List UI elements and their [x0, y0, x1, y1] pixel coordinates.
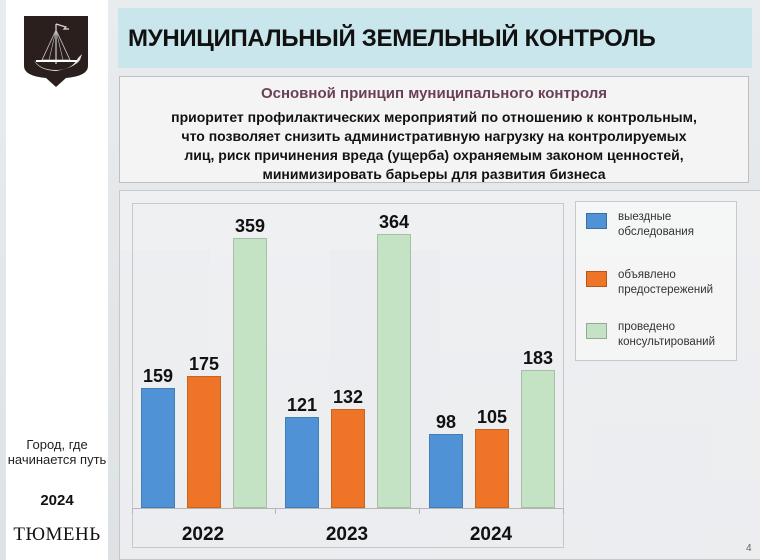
x-axis-tick: [275, 508, 276, 514]
category-label-2022: 2022: [181, 524, 225, 545]
legend-label: выездные обследования: [618, 211, 694, 238]
bar-2024-series-1: [475, 429, 509, 508]
bar-value-label: 132: [332, 387, 364, 407]
x-axis-tick: [132, 508, 133, 514]
principle-line: лиц, риск причинения вреда (ущерба) охра…: [184, 147, 684, 163]
principle-line: что позволяет снизить административную н…: [181, 128, 687, 144]
chart-legend: выездные обследования объявлено предосте…: [575, 201, 737, 361]
bar-value-label: 183: [522, 348, 554, 368]
category-label-2023: 2023: [325, 524, 369, 545]
legend-swatch-blue: [586, 213, 607, 229]
bar-2022-series-2: [233, 238, 267, 508]
title-bar: МУНИЦИПАЛЬНЫЙ ЗЕМЕЛЬНЫЙ КОНТРОЛЬ: [118, 8, 752, 68]
x-axis-tick: [563, 508, 564, 514]
legend-label: проведено консультирований: [618, 321, 716, 348]
category-label-2024: 2024: [469, 524, 513, 545]
legend-swatch-green: [586, 323, 607, 339]
bar-2022-series-1: [187, 376, 221, 508]
bar-2024-series-0: [429, 434, 463, 508]
legend-label: объявлено предостережений: [618, 269, 714, 296]
bar-value-label: 359: [234, 216, 266, 236]
legend-swatch-orange: [586, 271, 607, 287]
coat-of-arms-icon: [22, 14, 90, 88]
principle-box: Основной принцип муниципального контроля…: [119, 76, 749, 183]
bar-value-label: 105: [476, 407, 508, 427]
bar-2023-series-0: [285, 417, 319, 508]
city-name-logo: ТЮМЕНЬ: [13, 524, 101, 545]
principle-text: приоритет профилактических мероприятий п…: [120, 108, 748, 184]
principle-line: приоритет профилактических мероприятий п…: [171, 109, 697, 125]
bar-value-label: 121: [286, 395, 318, 415]
bar-2023-series-2: [377, 234, 411, 508]
bar-value-label: 159: [142, 366, 174, 386]
city-slogan: Город, где начинается путь: [7, 437, 107, 467]
bar-2024-series-2: [521, 370, 555, 508]
principle-line: минимизировать барьеры для развития бизн…: [262, 166, 606, 182]
plot-area: [132, 203, 564, 548]
slide-title: МУНИЦИПАЛЬНЫЙ ЗЕМЕЛЬНЫЙ КОНТРОЛЬ: [128, 25, 656, 52]
x-axis: [132, 508, 564, 509]
bar-value-label: 175: [188, 354, 220, 374]
bar-2022-series-0: [141, 388, 175, 508]
x-axis-tick: [419, 508, 420, 514]
sidebar-year: 2024: [40, 492, 74, 509]
bar-value-label: 98: [435, 412, 457, 432]
sidebar: [6, 0, 108, 560]
principle-heading: Основной принцип муниципального контроля: [260, 85, 608, 102]
page-number: 4: [746, 543, 752, 554]
bar-value-label: 364: [378, 212, 410, 232]
bar-2023-series-1: [331, 409, 365, 508]
